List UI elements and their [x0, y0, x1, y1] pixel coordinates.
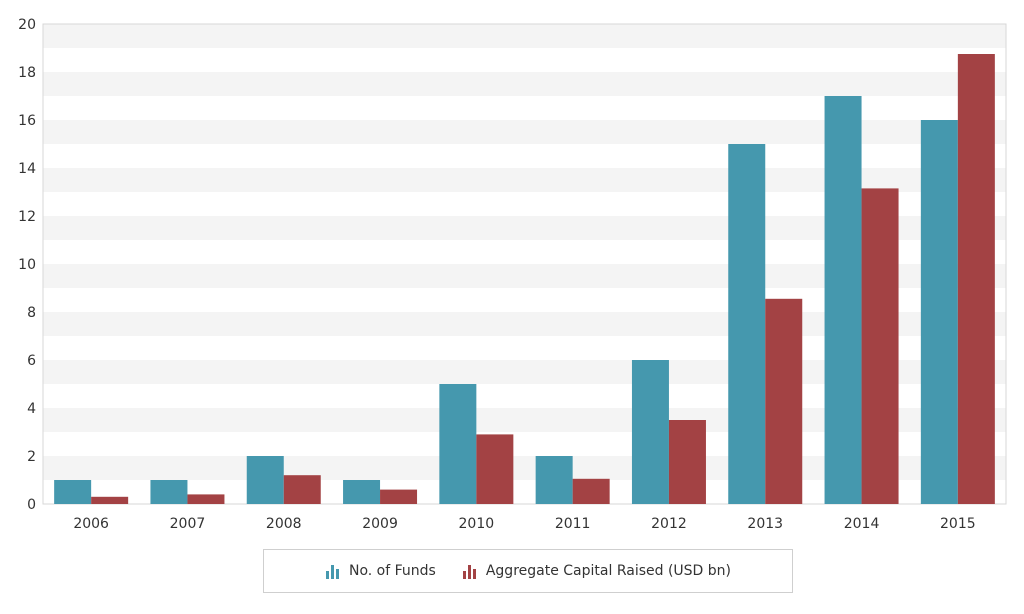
- legend: No. of Funds Aggregate Capital Raised (U…: [263, 549, 793, 593]
- x-tick-label: 2008: [266, 516, 302, 532]
- bar[interactable]: [861, 188, 899, 504]
- bar[interactable]: [54, 480, 92, 504]
- y-tick-label: 4: [27, 401, 36, 417]
- y-tick-label: 0: [27, 497, 36, 513]
- y-tick-label: 6: [27, 353, 36, 369]
- legend-label: Aggregate Capital Raised (USD bn): [485, 563, 731, 579]
- bar[interactable]: [343, 480, 381, 504]
- bar[interactable]: [150, 480, 188, 504]
- y-tick-label: 20: [18, 17, 36, 33]
- bar[interactable]: [668, 420, 706, 504]
- y-tick-label: 16: [18, 113, 36, 129]
- x-tick-label: 2006: [73, 516, 109, 532]
- y-tick-label: 14: [18, 161, 36, 177]
- x-tick-label: 2015: [940, 516, 976, 532]
- plot-border: [42, 23, 1007, 505]
- y-tick-label: 2: [27, 449, 36, 465]
- x-tick-label: 2009: [362, 516, 398, 532]
- bar[interactable]: [728, 144, 766, 504]
- bar[interactable]: [283, 475, 321, 504]
- y-tick-label: 12: [18, 209, 36, 225]
- bar[interactable]: [91, 496, 129, 504]
- legend-label: No. of Funds: [348, 563, 436, 579]
- y-axis: 0 2 4 6 8 10 12 14 16 18 20: [18, 17, 36, 513]
- bar[interactable]: [824, 96, 862, 504]
- y-tick-label: 10: [18, 257, 36, 273]
- bar[interactable]: [765, 298, 803, 504]
- legend-item-funds[interactable]: No. of Funds: [325, 563, 436, 579]
- bars: [54, 54, 995, 504]
- x-tick-label: 2013: [747, 516, 783, 532]
- bar[interactable]: [957, 54, 995, 504]
- x-tick-label: 2007: [170, 516, 206, 532]
- legend-item-capital[interactable]: Aggregate Capital Raised (USD bn): [462, 563, 731, 579]
- bar[interactable]: [187, 494, 225, 504]
- bar[interactable]: [246, 456, 284, 504]
- bar[interactable]: [920, 120, 958, 504]
- grid-band: [43, 72, 1006, 96]
- y-tick-label: 18: [18, 65, 36, 81]
- bar[interactable]: [476, 434, 514, 504]
- bar[interactable]: [439, 384, 477, 504]
- bar[interactable]: [535, 456, 573, 504]
- bar[interactable]: [631, 360, 669, 504]
- x-tick-label: 2012: [651, 516, 687, 532]
- y-tick-label: 8: [27, 305, 36, 321]
- grid-band: [43, 24, 1006, 48]
- x-tick-label: 2010: [459, 516, 495, 532]
- x-tick-label: 2011: [555, 516, 591, 532]
- x-tick-label: 2014: [844, 516, 880, 532]
- bar[interactable]: [380, 489, 418, 504]
- bar-chart-icon: [325, 565, 339, 579]
- bar-chart-icon: [462, 565, 476, 579]
- x-axis: 2006 2007 2008 2009 2010 2011 2012 2013 2014 2015: [73, 516, 975, 532]
- bar[interactable]: [572, 478, 610, 504]
